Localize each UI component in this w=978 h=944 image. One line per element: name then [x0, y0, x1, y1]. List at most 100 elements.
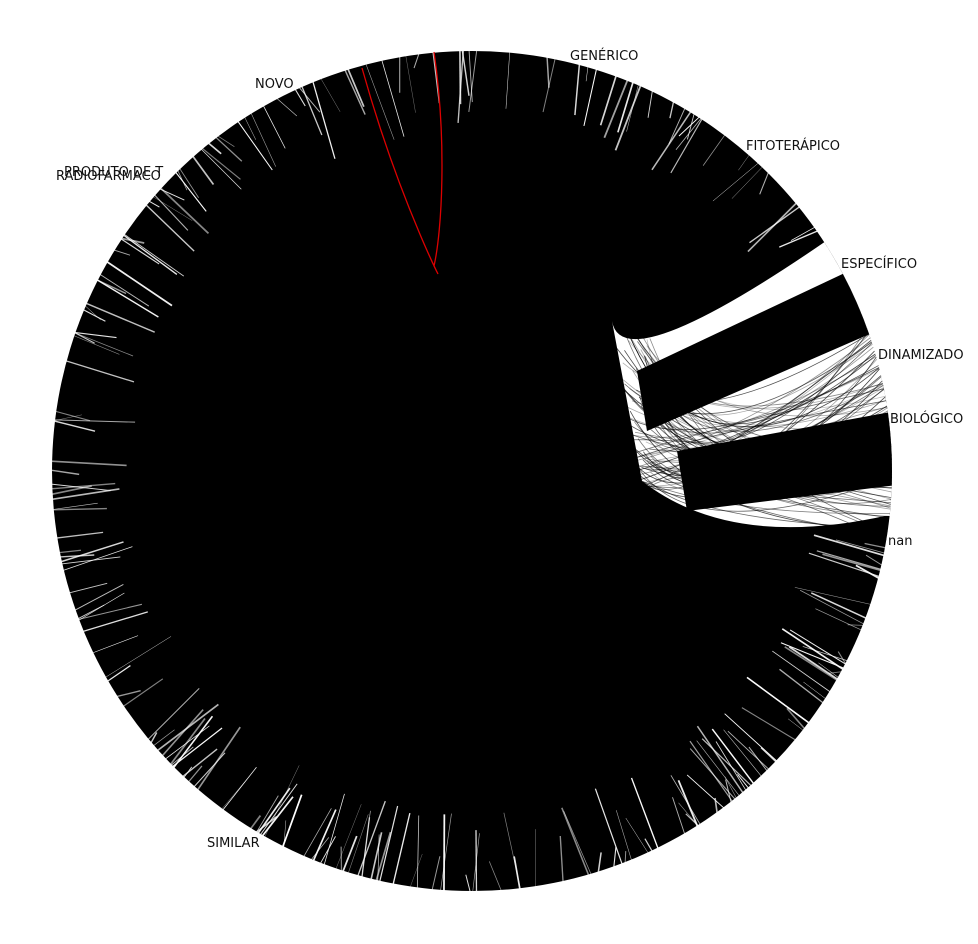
gap-line — [503, 812, 521, 890]
gap-line — [647, 90, 653, 118]
chord-band — [637, 273, 870, 431]
gap-line — [630, 777, 659, 849]
gap-line — [84, 305, 101, 321]
gap-line — [440, 813, 452, 891]
gap-line — [342, 835, 358, 873]
gap-line — [82, 611, 148, 633]
gap-line — [222, 767, 257, 811]
gap-line — [615, 810, 632, 861]
gap-line — [262, 105, 286, 149]
gap-line — [789, 629, 847, 665]
label-similar: SIMILAR — [207, 836, 260, 851]
gap-line — [760, 747, 777, 763]
gap-line — [626, 84, 639, 132]
gap-line — [617, 81, 634, 133]
gap-line — [249, 815, 262, 830]
gap-line — [320, 78, 341, 112]
gap-line — [468, 49, 473, 103]
gap-line — [73, 335, 120, 355]
gap-line — [788, 646, 839, 681]
gap-line — [678, 116, 700, 137]
label-dinamizado: DINAMIZADO — [878, 348, 964, 363]
gap-line — [379, 805, 399, 882]
gap-line — [714, 797, 718, 814]
gap-line — [344, 69, 366, 115]
gap-line — [237, 120, 273, 171]
gap-line — [58, 549, 82, 554]
gap-line — [724, 776, 737, 799]
gap-line — [668, 107, 686, 145]
gap-line — [625, 817, 649, 854]
gap-line — [74, 332, 134, 357]
gap-line — [347, 814, 369, 874]
gap-line — [191, 155, 215, 185]
gap-line — [405, 55, 416, 113]
gap-line — [187, 765, 203, 783]
gap-line — [294, 88, 306, 107]
gap-line — [183, 766, 193, 779]
sparse-chord-bundle — [611, 242, 893, 541]
gap-line — [737, 774, 750, 789]
gap-line — [153, 194, 189, 231]
gap-line — [250, 112, 276, 167]
gap-line — [670, 775, 701, 825]
gap-line — [675, 117, 702, 151]
gap-line — [207, 142, 222, 155]
gap-line — [152, 729, 175, 747]
chords-layer — [50, 49, 894, 893]
gap-line — [51, 460, 127, 467]
gap-line — [283, 820, 287, 848]
highlight-chord — [361, 51, 443, 275]
gap-line — [51, 488, 120, 501]
gap-line — [468, 49, 478, 113]
gap-line — [803, 681, 827, 700]
gap-line — [77, 603, 143, 621]
gap-line — [786, 707, 806, 730]
gap-line — [669, 101, 675, 119]
gap-line — [96, 279, 127, 295]
gap-line — [65, 360, 135, 383]
label-especifico: ESPECÍFICO — [841, 256, 917, 272]
gap-line — [347, 68, 365, 108]
label-produto-de-t: PRODUTO DE T — [64, 165, 163, 180]
category-labels: GENÉRICO FITOTERÁPICO ESPECÍFICO DINAMIZ… — [56, 48, 964, 851]
gap-line — [161, 709, 204, 757]
gap-line — [790, 226, 816, 241]
gap-line — [106, 665, 131, 682]
gap-line — [381, 59, 405, 137]
gap-line — [113, 249, 131, 256]
gap-line — [148, 200, 160, 208]
gap-line — [276, 97, 298, 117]
gap-line — [281, 794, 303, 848]
gap-line — [193, 752, 226, 788]
gap-line — [672, 797, 686, 835]
gap-line — [319, 836, 336, 864]
gap-line — [357, 800, 386, 877]
chord-line — [617, 337, 871, 466]
gap-line — [52, 502, 98, 510]
gap-line — [712, 162, 759, 202]
gap-line — [116, 690, 141, 698]
gap-line — [459, 50, 462, 105]
gap-line — [365, 63, 395, 140]
gap-line — [99, 273, 150, 307]
chord-line — [615, 353, 876, 488]
gap-line — [731, 166, 763, 199]
gap-line — [53, 414, 82, 421]
gap-line — [689, 740, 733, 803]
gap-line — [822, 553, 882, 572]
gap-line — [312, 81, 336, 159]
gap-line — [51, 483, 111, 492]
gap-line — [837, 651, 847, 665]
gap-line — [624, 851, 627, 864]
gap-line — [813, 534, 885, 557]
gap-line — [62, 546, 133, 571]
gap-line — [54, 419, 136, 423]
gap-line — [172, 715, 214, 769]
gap-line — [413, 53, 420, 69]
gap-line — [855, 564, 880, 580]
gap-line — [686, 774, 725, 809]
gap-line — [85, 302, 155, 333]
gap-line — [488, 861, 502, 892]
gap-line — [375, 831, 392, 882]
